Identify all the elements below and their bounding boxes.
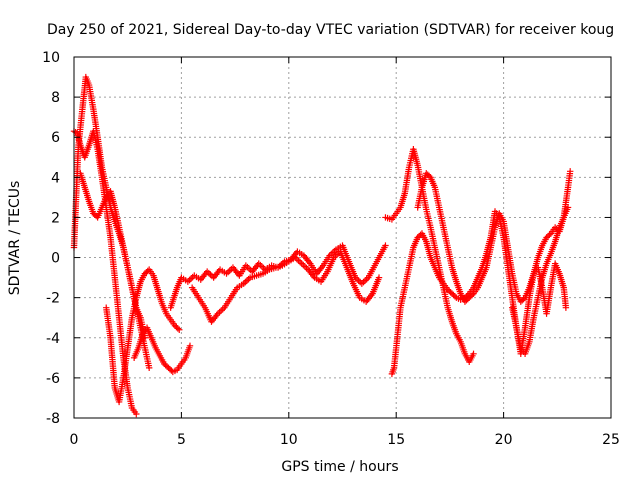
data-point [382,242,389,249]
x-tick-label: 15 [387,432,405,448]
data-point [176,326,183,333]
data-series-arc-4 [103,266,183,406]
y-tick-label: -6 [46,371,60,387]
data-point-interp [425,172,433,180]
y-tick-label: 8 [51,90,60,106]
data-series-arc-10 [414,168,574,305]
y-tick-label: -2 [46,291,60,307]
data-point [375,274,383,281]
data-series-arc-5 [130,324,194,376]
data-point-interp [520,295,527,303]
data-point [562,304,570,311]
y-axis-label: SDTVAR / TECUs [7,181,23,296]
chart-title: Day 250 of 2021, Sidereal Day-to-day VTE… [47,22,614,38]
data-point [566,168,574,175]
data-series-arc-11 [508,260,570,358]
y-tick-label: 4 [51,170,60,186]
data-series-arc-2 [70,128,140,418]
data-series-arc-7 [188,248,383,325]
x-tick-label: 10 [280,432,298,448]
x-tick-label: 20 [495,432,513,448]
x-tick-label: 25 [602,432,620,448]
y-tick-label: 6 [51,130,60,146]
y-tick-label: -4 [46,331,60,347]
x-tick-label: 0 [70,432,79,448]
data-point-interp [451,293,459,300]
axis-ticks: 0 5 10 15 20 25 -8 -6 -4 -2 0 2 4 6 8 10 [42,50,620,448]
data-point [470,350,477,358]
plot-frame [73,56,612,419]
data-point [145,364,153,372]
data-series-arc-3 [77,170,153,372]
data-point [186,342,194,349]
data-point [133,410,140,418]
data-point-interp [546,231,553,239]
x-axis-label: GPS time / hours [281,459,398,475]
y-tick-label: -8 [46,411,60,427]
y-tick-label: 0 [51,251,60,267]
data-points [70,73,574,418]
y-tick-label: 10 [42,50,60,66]
data-point-interp [174,325,182,332]
y-tick-label: 2 [51,210,60,226]
data-point-interp [144,267,151,275]
x-tick-label: 5 [177,432,186,448]
data-point-interp [468,291,476,299]
